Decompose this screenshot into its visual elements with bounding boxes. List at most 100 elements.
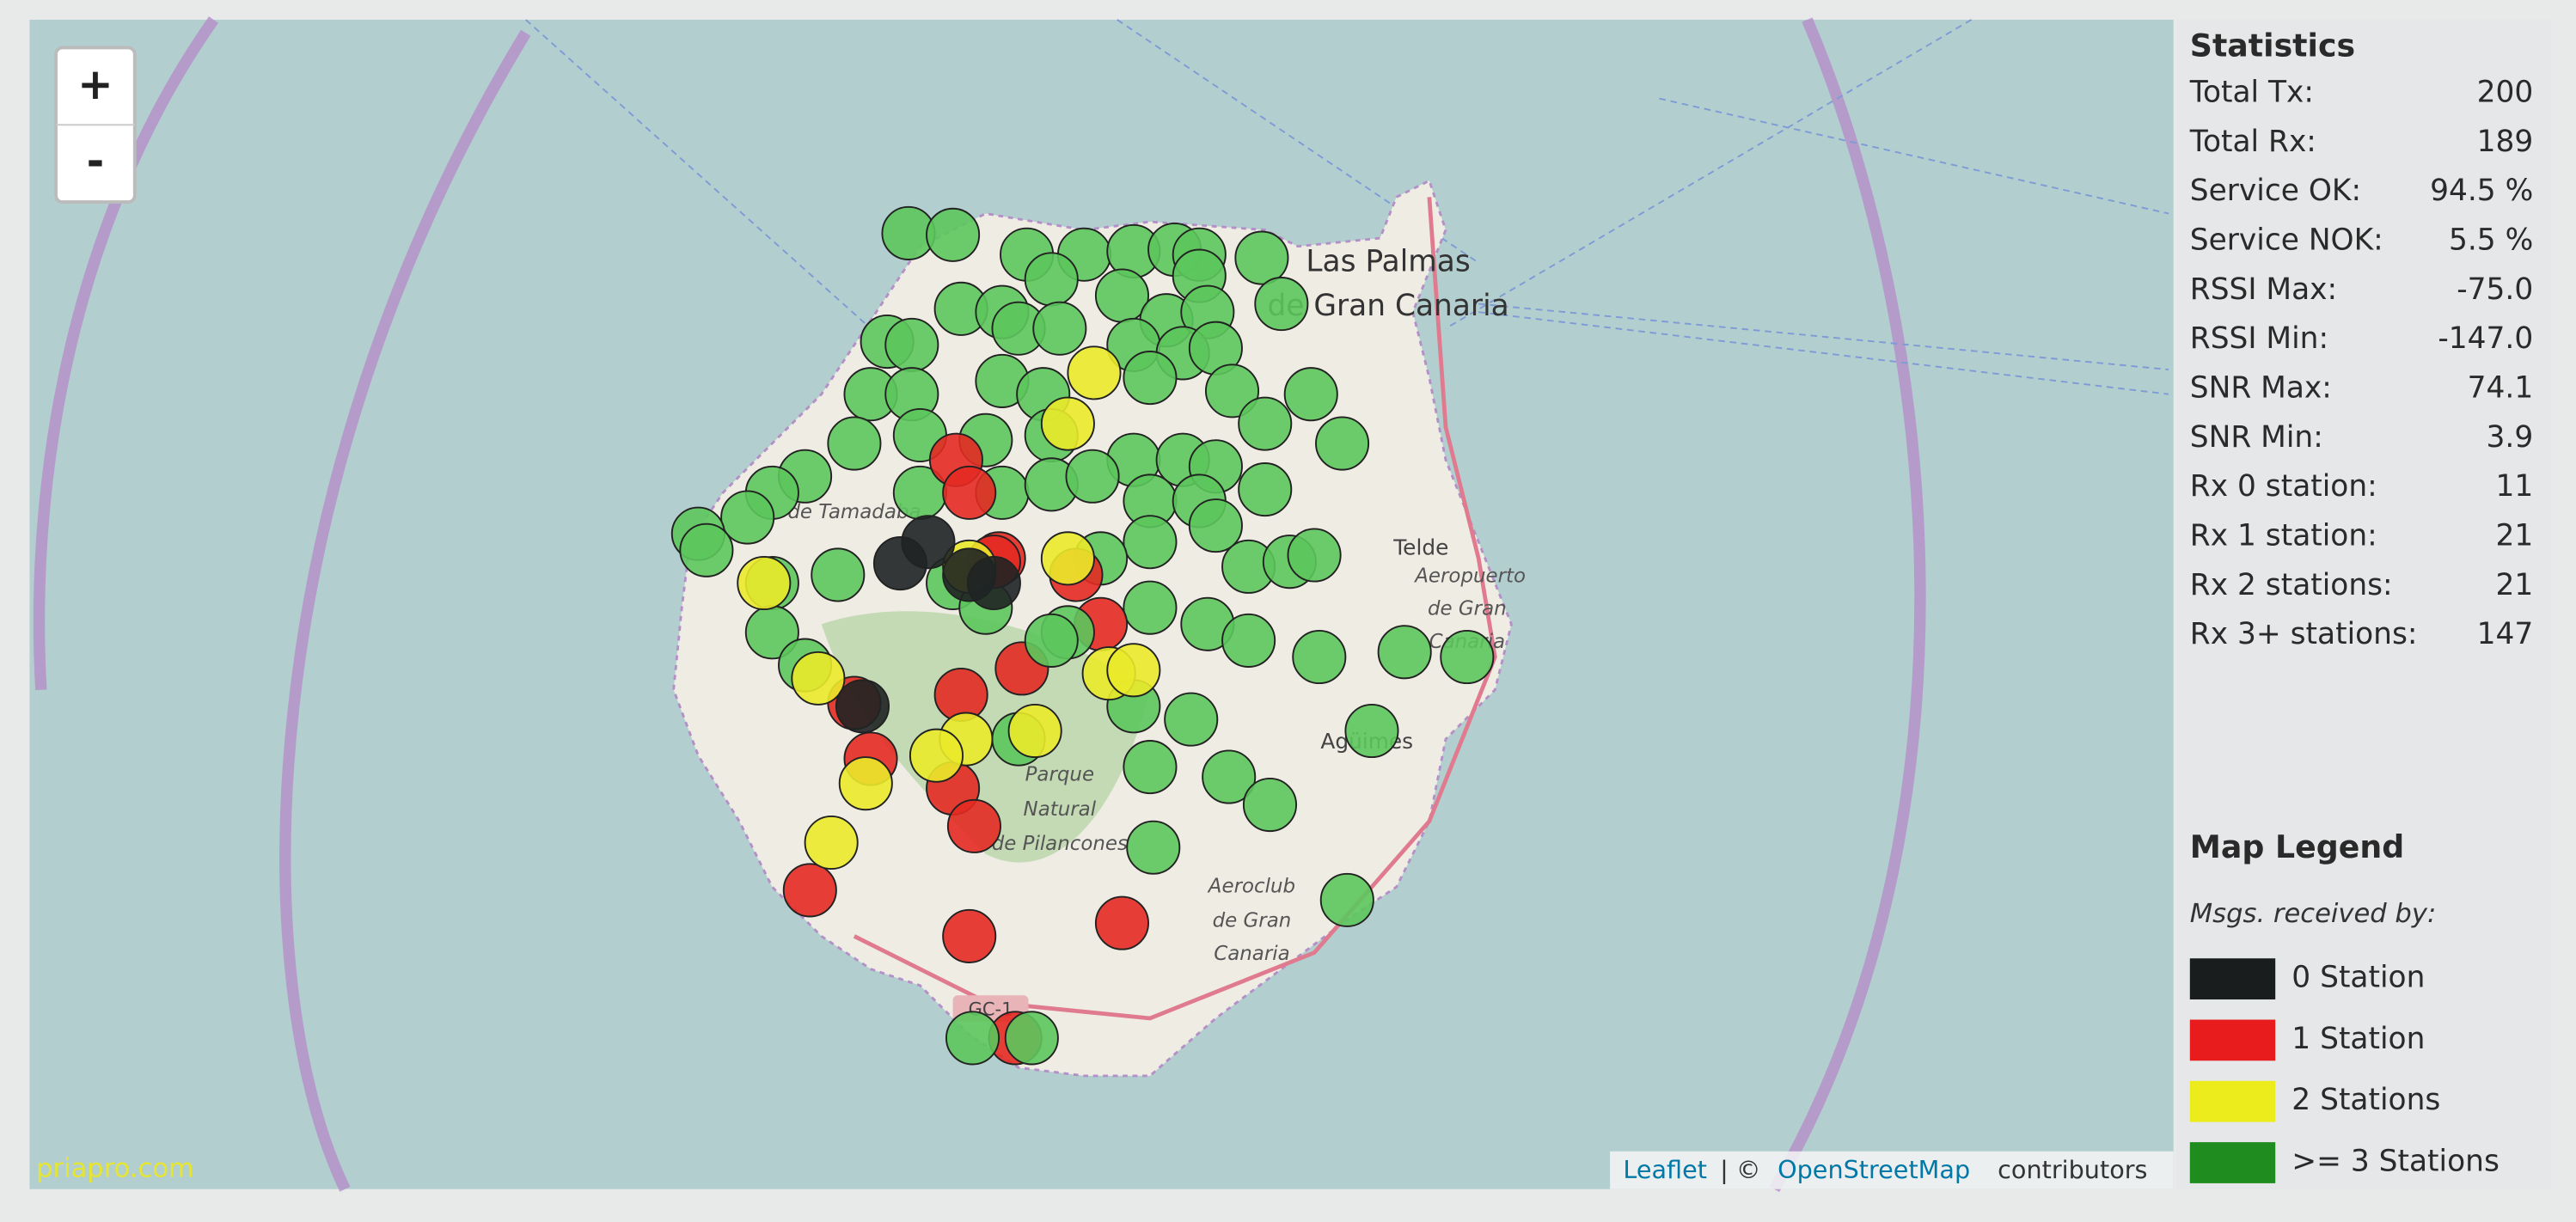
- station-marker: [966, 555, 1021, 611]
- legend-swatch: [2189, 1080, 2276, 1122]
- legend-label: 2 Stations: [2291, 1083, 2440, 1117]
- legend-swatch: [2189, 958, 2276, 1000]
- station-marker: [1040, 396, 1095, 451]
- markers: [670, 205, 1495, 1066]
- stat-value: -75.0: [2457, 272, 2533, 307]
- legend-items: 0 Station 1 Station 2 Stations >= 3 Station…: [2189, 958, 2500, 1183]
- legend-swatch: [2189, 1019, 2276, 1061]
- place-label: Aeroclub: [1207, 876, 1295, 898]
- stat-label: Service NOK:: [2190, 223, 2383, 257]
- attribution-box: [1610, 1151, 2174, 1189]
- station-marker: [811, 547, 866, 602]
- station-marker: [1040, 531, 1095, 586]
- osm-link[interactable]: OpenStreetMap: [1778, 1155, 1970, 1184]
- place-label: Parque: [1025, 764, 1094, 786]
- stat-label: Total Rx:: [2189, 125, 2316, 159]
- station-marker: [1238, 462, 1293, 517]
- zoom-in[interactable]: +: [77, 59, 113, 109]
- stat-value: -147.0: [2438, 321, 2533, 356]
- station-marker: [1123, 351, 1178, 406]
- place-label: Canaria: [1214, 943, 1289, 965]
- city-label: Las Palmas: [1306, 244, 1470, 278]
- stat-value: 74.1: [2468, 370, 2534, 405]
- station-marker: [1067, 345, 1122, 400]
- station-marker: [901, 515, 956, 570]
- station-marker: [1377, 625, 1432, 680]
- station-marker: [1221, 613, 1276, 668]
- stat-label: Service OK:: [2190, 174, 2361, 208]
- stat-label: RSSI Min:: [2190, 321, 2328, 356]
- legend-swatch: [2189, 1142, 2276, 1183]
- place-label: Natural: [1024, 798, 1097, 821]
- station-marker: [679, 522, 734, 577]
- station-marker: [838, 756, 893, 811]
- station-marker: [720, 490, 775, 545]
- station-marker: [1319, 872, 1374, 927]
- station-marker: [1440, 629, 1495, 685]
- legend-label: >= 3 Stations: [2291, 1145, 2500, 1179]
- stats-rows: Total Tx: 200 Total Rx: 189 Service OK: 94.5 …: [2189, 75, 2533, 651]
- stat-label: SNR Max:: [2190, 370, 2332, 405]
- zoom-out[interactable]: -: [87, 137, 105, 186]
- stat-value: 200: [2477, 75, 2534, 109]
- station-marker: [1123, 740, 1178, 795]
- station-marker: [1188, 498, 1243, 553]
- station-marker: [1242, 777, 1298, 833]
- station-marker: [945, 1011, 1000, 1066]
- station-marker: [1065, 449, 1120, 504]
- stat-value: 94.5 %: [2430, 174, 2533, 208]
- station-marker: [1238, 396, 1293, 451]
- stats-title: Statistics: [2190, 27, 2355, 64]
- station-marker: [1283, 367, 1338, 422]
- place-label: de Pilancones: [992, 833, 1128, 855]
- attribution-text: contributors: [1998, 1155, 2147, 1184]
- station-marker: [1344, 703, 1399, 759]
- place-label: Aeropuerto: [1413, 565, 1526, 587]
- place-label: Telde: [1392, 535, 1448, 559]
- station-marker: [909, 728, 964, 783]
- station-marker: [1094, 895, 1149, 950]
- leaflet-link[interactable]: Leaflet: [1623, 1155, 1707, 1184]
- stat-value: 21: [2495, 518, 2533, 553]
- stat-label: Total Tx:: [2189, 75, 2314, 109]
- station-marker: [1024, 252, 1079, 307]
- station-marker: [1254, 277, 1309, 332]
- station-marker: [1287, 528, 1342, 583]
- legend-title: Map Legend: [2190, 828, 2404, 865]
- place-label: de Gran: [1428, 598, 1507, 620]
- station-marker: [1204, 364, 1260, 419]
- legend-label: 1 Station: [2291, 1022, 2425, 1056]
- station-marker: [1126, 820, 1181, 875]
- zoom-control: + -: [54, 46, 137, 204]
- stat-label: SNR Min:: [2190, 420, 2323, 455]
- stat-label: Rx 1 station:: [2190, 518, 2377, 553]
- station-marker: [1234, 230, 1289, 285]
- stat-label: Rx 0 station:: [2190, 469, 2377, 504]
- station-marker: [946, 798, 1001, 853]
- stat-value: 11: [2495, 469, 2533, 504]
- station-marker: [884, 317, 939, 372]
- legend-label: 0 Station: [2291, 961, 2425, 995]
- station-marker: [1202, 749, 1257, 804]
- stat-value: 5.5 %: [2449, 223, 2533, 257]
- station-marker: [1292, 629, 1347, 685]
- station-marker: [1007, 703, 1062, 759]
- stat-label: Rx 3+ stations:: [2190, 617, 2418, 651]
- station-marker: [737, 555, 792, 611]
- map-labels: Las Palmas de Gran Canaria Telde Aeropue…: [787, 244, 1526, 1019]
- station-marker: [1123, 515, 1178, 570]
- station-marker: [804, 815, 859, 871]
- attribution-sep: | ©: [1720, 1155, 1760, 1184]
- stat-label: RSSI Max:: [2190, 272, 2337, 307]
- place-label: de Gran: [1213, 910, 1292, 932]
- station-marker: [1315, 416, 1370, 471]
- station-marker: [1123, 580, 1178, 635]
- station-marker: [1024, 613, 1079, 668]
- station-marker: [926, 207, 981, 262]
- station-marker: [1164, 692, 1219, 747]
- stat-value: 3.9: [2487, 420, 2534, 455]
- stat-value: 147: [2477, 617, 2534, 651]
- station-marker: [782, 863, 837, 918]
- stat-value: 21: [2495, 568, 2533, 602]
